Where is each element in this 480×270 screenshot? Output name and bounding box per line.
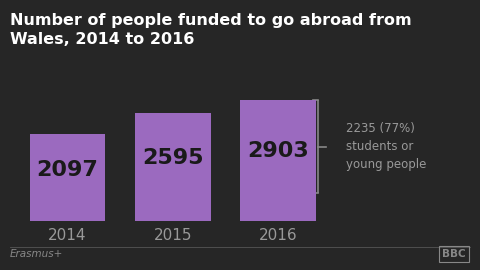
Text: 2595: 2595: [142, 148, 204, 168]
Text: 2903: 2903: [247, 141, 309, 161]
Text: 2097: 2097: [36, 160, 98, 180]
Text: 2235 (77%)
students or
young people: 2235 (77%) students or young people: [346, 122, 426, 171]
Bar: [30, 133, 106, 221]
Text: BBC: BBC: [442, 249, 466, 259]
Bar: [240, 100, 316, 221]
Bar: [135, 113, 211, 221]
Text: Number of people funded to go abroad from
Wales, 2014 to 2016: Number of people funded to go abroad fro…: [10, 14, 411, 46]
Text: Erasmus+: Erasmus+: [10, 249, 63, 259]
